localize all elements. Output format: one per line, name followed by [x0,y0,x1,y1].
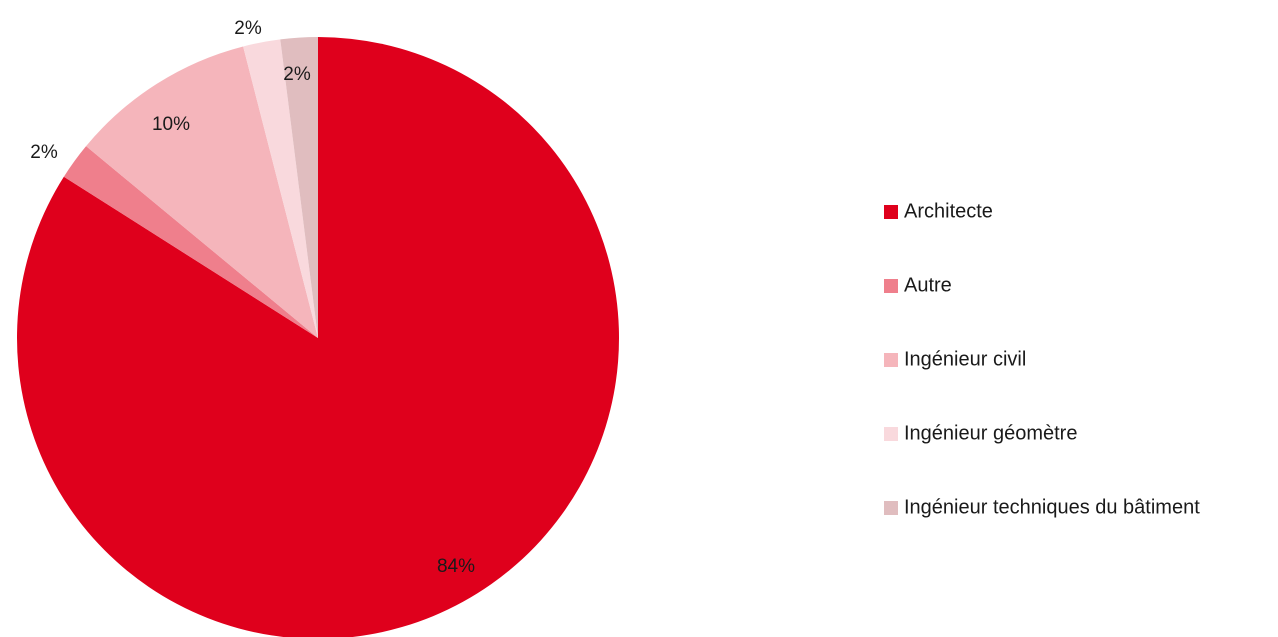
legend-swatch [884,427,898,441]
pie-slice-autre [63,146,318,338]
data-label-ingenieur-civil: 10% [152,114,190,135]
data-label-architecte: 84% [437,556,475,577]
pie-slice-ingenieur-geometre [243,39,318,339]
legend-label: Autre [904,274,952,296]
legend-swatch [884,205,898,219]
pie-data-labels: 84% 2% 10% 2% 2% [30,18,475,577]
legend-label: Ingénieur géomètre [904,422,1077,444]
legend-item-ingenieur-civil: Ingénieur civil [884,348,1026,370]
legend-item-autre: Autre [884,274,952,296]
legend-label: Ingénieur techniques du bâtiment [904,496,1200,518]
data-label-autre: 2% [30,142,58,163]
legend-item-ingenieur-geometre: Ingénieur géomètre [884,422,1077,444]
legend-swatch [884,353,898,367]
legend-item-ingenieur-techniques-du-batiment: Ingénieur techniques du bâtiment [884,496,1200,518]
data-label-ingenieur-geometre: 2% [234,18,262,39]
data-label-ingenieur-techniques-du-batiment: 2% [283,64,311,85]
pie-slices [17,36,619,637]
legend-swatch [884,279,898,293]
legend-label: Architecte [904,200,993,222]
pie-slice-ingenieur-civil [86,46,318,339]
legend-label: Ingénieur civil [904,348,1026,370]
legend: Architecte Autre Ingénieur civil Ingénieur … [884,200,1200,518]
pie-slice-ingenieur-techniques-du-batiment [280,36,318,338]
legend-swatch [884,501,898,515]
legend-item-architecte: Architecte [884,200,993,222]
pie-slice-architecte [17,37,619,637]
